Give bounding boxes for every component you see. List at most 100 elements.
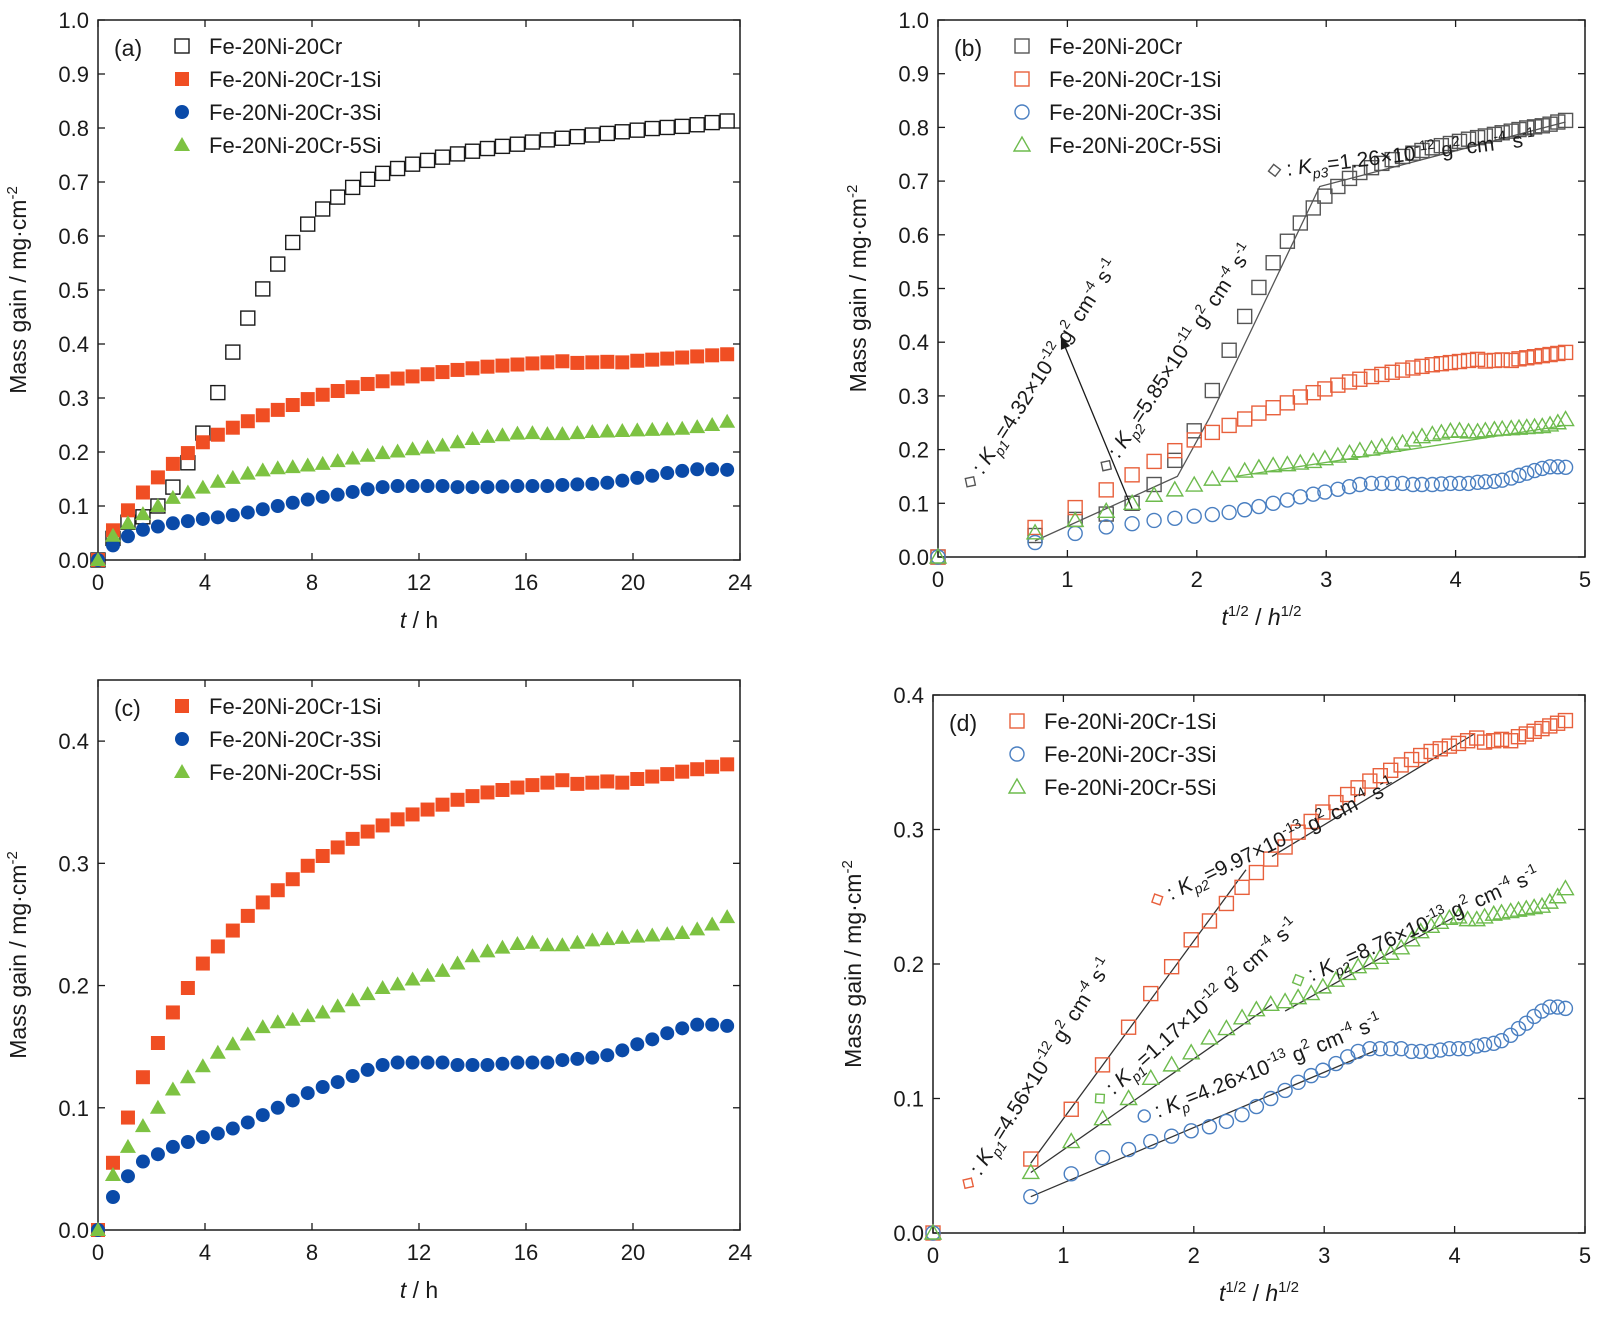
y-tick-label: 0.7 (898, 169, 929, 194)
data-point (1261, 994, 1280, 1012)
data-point (1557, 1000, 1574, 1017)
data-point (329, 998, 346, 1013)
data-point (660, 1026, 675, 1041)
data-point (554, 426, 571, 441)
data-point (1526, 723, 1542, 740)
data-point (1290, 824, 1306, 840)
data-point (1442, 475, 1459, 492)
data-point (1469, 129, 1486, 146)
plot-frame (97, 679, 741, 1231)
data-point (165, 456, 180, 471)
data-point (1484, 904, 1503, 921)
legend-label: Fe-20Ni-20Cr-5Si (209, 133, 381, 158)
legend-marker (175, 732, 189, 746)
data-point (600, 354, 615, 369)
series-Fe-20Ni-20Cr-1Si (91, 347, 735, 567)
y-tick-label: 0.0 (898, 545, 929, 570)
data-point (269, 460, 286, 475)
data-point (1384, 364, 1400, 380)
data-point (479, 428, 496, 443)
data-point (1374, 155, 1390, 172)
data-point (329, 189, 346, 205)
annotation-marker (964, 475, 977, 488)
y-axis-title: Mass gain / mg·cm-2 (839, 860, 866, 1068)
legend-marker (174, 137, 190, 151)
data-point (210, 427, 225, 442)
data-point (615, 1043, 630, 1058)
data-point (224, 1036, 241, 1051)
data-point (509, 936, 526, 950)
data-point (674, 420, 691, 435)
data-point (240, 1115, 255, 1130)
data-point (479, 140, 496, 157)
x-axis-title: t / h (400, 607, 438, 633)
x-tick-label: 16 (514, 570, 538, 595)
annotation-marker (1094, 1093, 1106, 1104)
arrow-head (1060, 336, 1071, 350)
y-tick-label: 0.0 (58, 548, 89, 573)
data-point (1486, 1035, 1502, 1052)
data-point (705, 1017, 720, 1032)
data-point (494, 138, 511, 155)
data-point (1421, 916, 1441, 934)
data-point (1098, 482, 1114, 498)
data-point (539, 937, 556, 952)
data-point (1518, 726, 1535, 742)
data-point (614, 929, 631, 944)
x-tick-label: 12 (407, 570, 431, 595)
data-point (1330, 377, 1346, 393)
data-point (675, 764, 690, 779)
data-point (119, 515, 136, 530)
data-point (1517, 899, 1536, 916)
data-point (90, 552, 106, 566)
data-point (1534, 460, 1550, 477)
data-point (1248, 864, 1265, 881)
data-point (1458, 910, 1477, 927)
data-point (1557, 712, 1574, 729)
data-point (1352, 371, 1368, 387)
data-point (1023, 1188, 1039, 1205)
data-point (300, 216, 316, 232)
data-point (1288, 988, 1308, 1005)
legend-marker (1014, 71, 1030, 87)
data-point (359, 171, 376, 188)
data-point (494, 427, 511, 442)
data-point (1451, 475, 1468, 492)
x-tick-label: 2 (1191, 567, 1203, 592)
data-point (255, 502, 270, 517)
legend-marker (175, 72, 189, 86)
data-point (1540, 415, 1560, 432)
data-point (434, 962, 451, 977)
data-point (1486, 126, 1503, 143)
data-point (239, 1026, 256, 1041)
data-point (254, 1019, 271, 1034)
data-point (1557, 112, 1574, 129)
fit-line (1034, 121, 1566, 542)
legend-label: Fe-20Ni-20Cr-5Si (209, 760, 381, 785)
y-tick-label: 0.9 (58, 62, 89, 87)
data-point (1432, 741, 1448, 757)
data-point (704, 916, 721, 931)
data-point (585, 1050, 600, 1065)
data-point (1502, 733, 1519, 749)
data-point (1315, 804, 1331, 820)
data-point (1412, 1043, 1429, 1060)
data-point (359, 447, 376, 462)
data-point (569, 128, 586, 145)
data-point (615, 473, 630, 488)
data-point (375, 480, 390, 495)
data-point (345, 1069, 360, 1083)
data-point (420, 1055, 435, 1070)
data-point (1394, 475, 1411, 492)
data-point (374, 980, 391, 994)
data-point (629, 928, 646, 943)
data-point (405, 1055, 420, 1070)
data-point (540, 775, 555, 790)
data-point (270, 402, 285, 417)
data-point (464, 143, 481, 159)
data-point (285, 234, 301, 251)
data-point (1374, 366, 1390, 383)
data-point (1278, 455, 1297, 472)
data-point (1313, 977, 1333, 994)
data-point (1414, 476, 1430, 493)
